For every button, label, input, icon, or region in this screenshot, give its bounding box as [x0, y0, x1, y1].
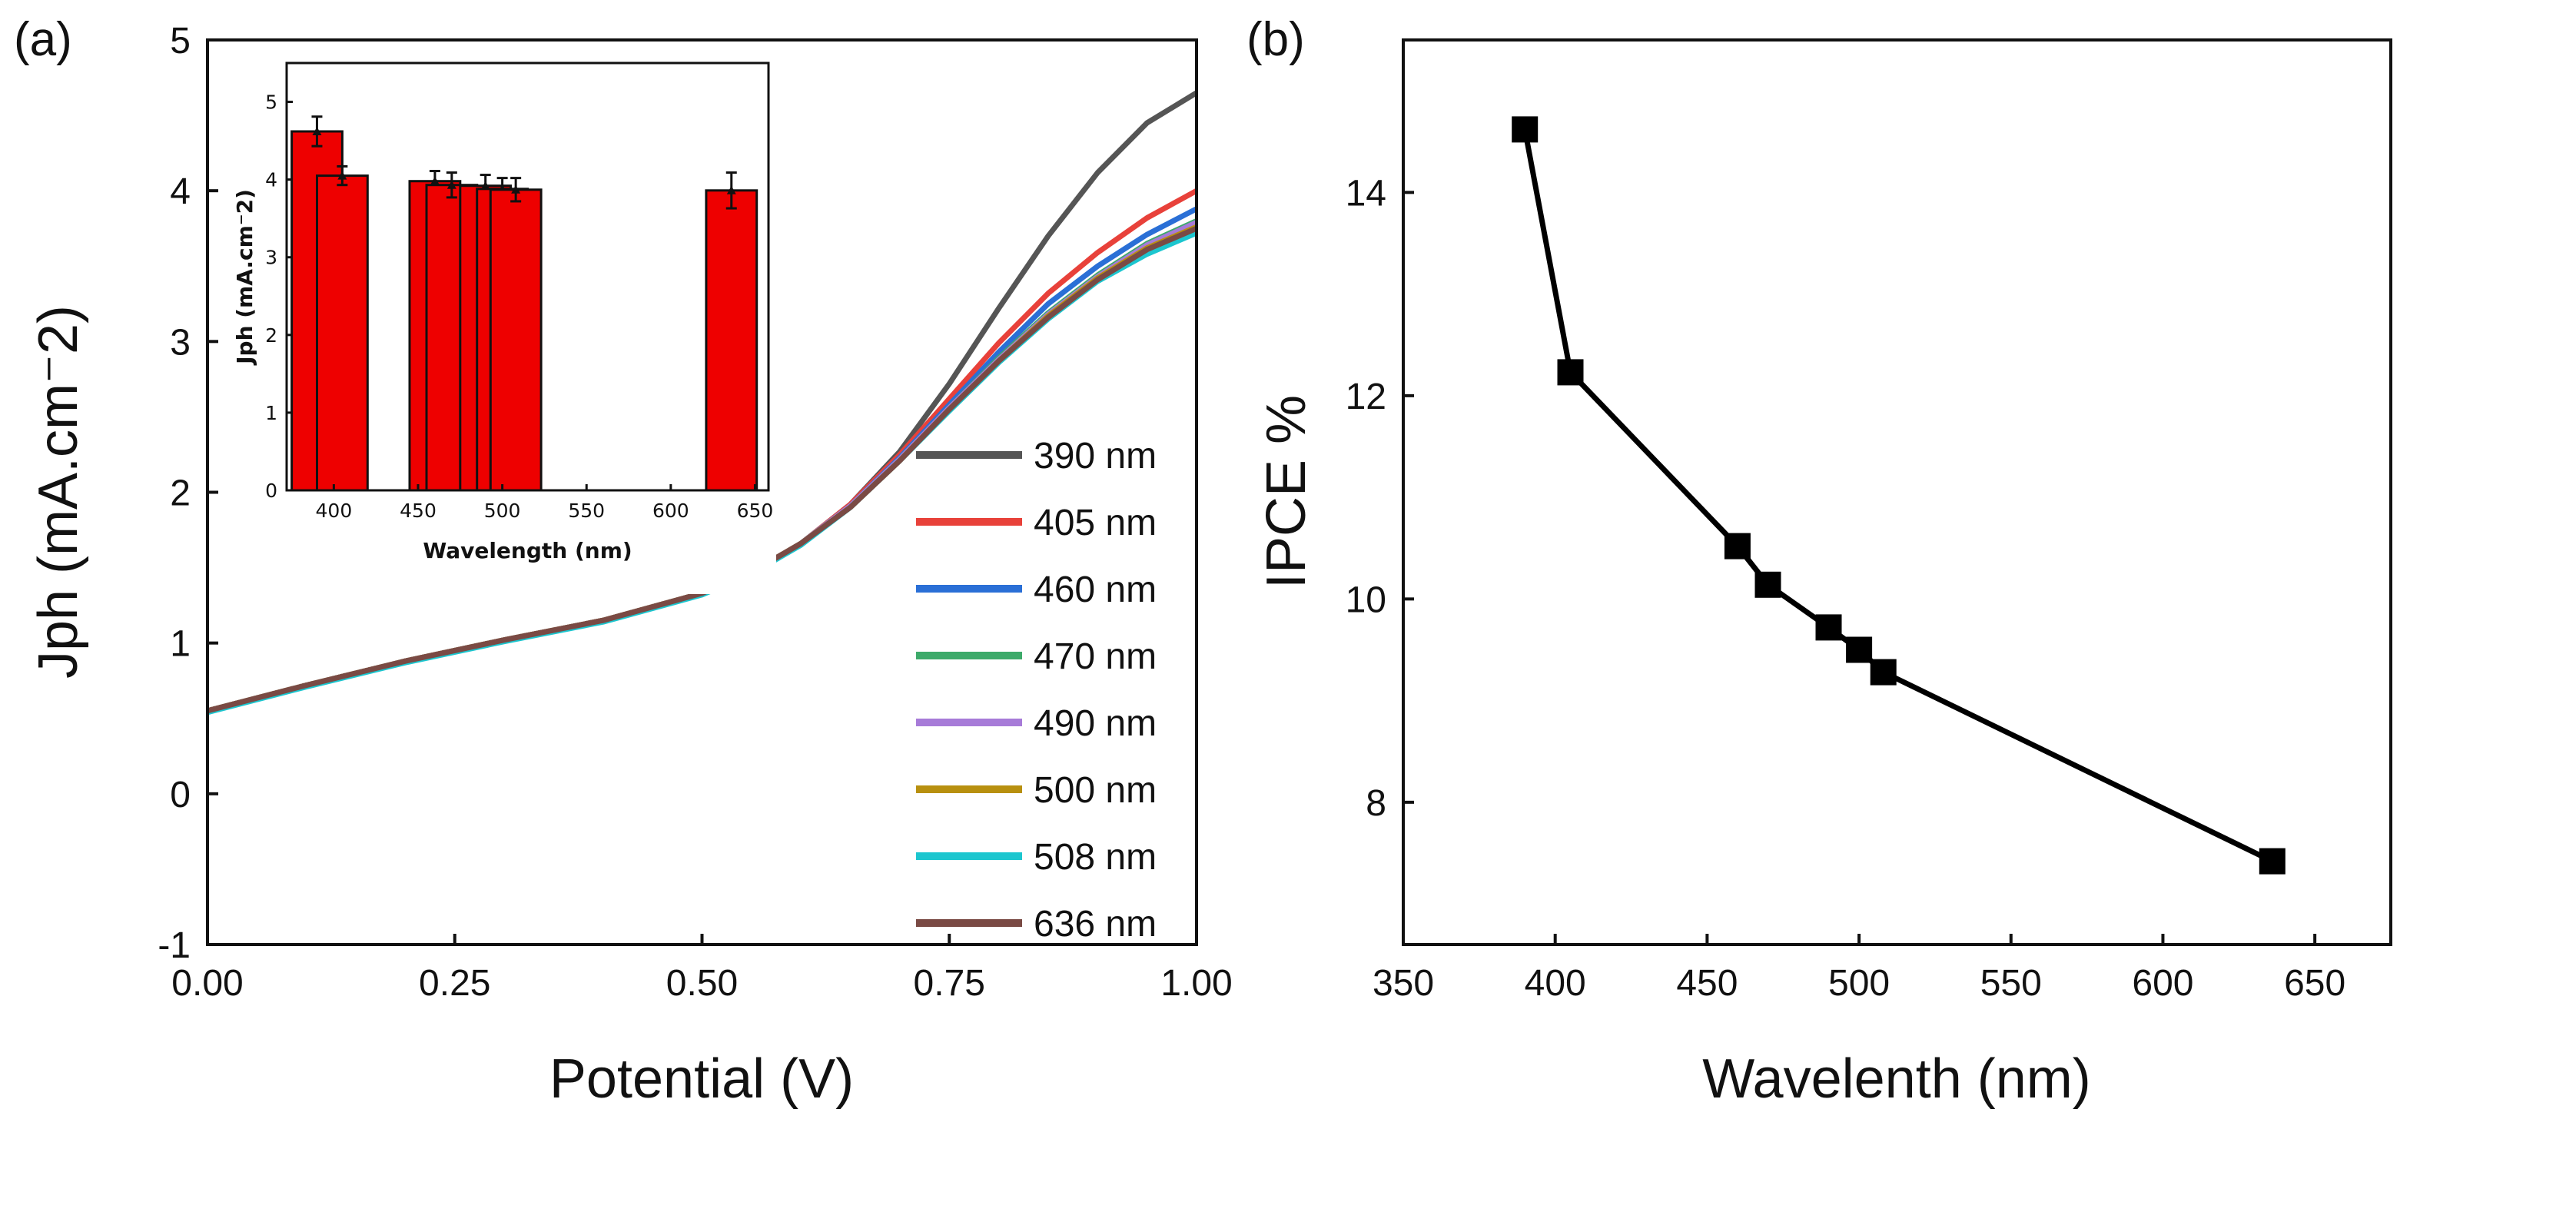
legend-label: 490 nm: [1034, 703, 1157, 744]
legend-label: 390 nm: [1034, 436, 1157, 476]
panel-b-y-axis-title: IPCE %: [1256, 395, 1317, 589]
ipce-marker-508: [1870, 659, 1897, 686]
panel-a-plot-area: [207, 90, 1198, 716]
panel-b-frame: [1402, 38, 2392, 946]
x-tick-label: 0.00: [171, 963, 243, 1004]
panel-b-plot-area: [1512, 116, 2286, 875]
legend-label: 508 nm: [1034, 837, 1157, 878]
legend-label: 636 nm: [1034, 904, 1157, 945]
inset-data-marker: [430, 176, 440, 185]
ipce-marker-470: [1754, 571, 1781, 598]
legend-label: 500 nm: [1034, 770, 1157, 811]
panel-b: (b) 350 400 450 500 550 600 650 8 10 12 14 Wavelen…: [1247, 13, 2392, 1110]
x-tick-label: 1.00: [1160, 963, 1232, 1004]
inset-y-tick-label: 2: [265, 324, 277, 347]
y-tick-label: 0: [170, 775, 191, 815]
inset-x-tick-label: 450: [400, 500, 437, 522]
y-tick-label: 8: [1366, 783, 1386, 824]
y-tick-label: 1: [170, 624, 191, 665]
ipce-marker-500: [1846, 636, 1873, 663]
ipce-marker-390: [1512, 116, 1539, 143]
y-tick-label: 5: [170, 21, 191, 61]
y-tick-label: 3: [170, 322, 191, 363]
panel-a-x-axis-title: Potential (V): [549, 1048, 854, 1110]
x-tick-label: 350: [1373, 963, 1434, 1004]
inset-x-tick-label: 600: [652, 500, 689, 522]
inset-data-marker: [511, 184, 521, 194]
panel-b-x-axis-title: Wavelenth (nm): [1702, 1048, 2090, 1110]
x-tick-label: 0.25: [419, 963, 490, 1004]
inset-bar-636: [705, 189, 759, 492]
inset-frame: [285, 61, 770, 492]
panel-a-label: (a): [14, 13, 72, 66]
inset-data-marker: [312, 126, 322, 135]
inset-y-axis-title: Jph (mA.cm⁻2): [232, 189, 257, 366]
inset-data-marker: [726, 185, 736, 194]
ipce-marker-636: [2259, 848, 2286, 875]
inset-bar-405: [316, 174, 369, 492]
inset-data-marker: [337, 171, 347, 180]
x-tick-label: 650: [2284, 963, 2345, 1004]
x-tick-label: 450: [1676, 963, 1738, 1004]
inset-y-tick-label: 1: [265, 402, 277, 424]
panel-b-axes: 350 400 450 500 550 600 650 8 10 12 14: [1346, 173, 2346, 1004]
inset-x-tick-label: 650: [737, 500, 774, 522]
y-tick-label: 12: [1346, 377, 1386, 417]
x-tick-label: 400: [1525, 963, 1586, 1004]
panel-a-legend: 390 nm 405 nm 460 nm 470 nm 490 nm 500 nm 508 …: [916, 436, 1157, 945]
panel-a-axes: 0.00 0.25 0.50 0.75 1.00 -1 0 1 2 3 4 5: [158, 21, 1232, 1004]
x-tick-label: 0.50: [666, 963, 738, 1004]
x-tick-label: 600: [2132, 963, 2193, 1004]
y-tick-label: 2: [170, 473, 191, 514]
inset-x-tick-label: 550: [568, 500, 605, 522]
inset-y-tick-label: 0: [265, 480, 277, 502]
inset-x-tick-label: 400: [316, 500, 353, 522]
inset-bar-508: [489, 188, 543, 492]
ipce-marker-405: [1557, 359, 1584, 386]
legend-label: 470 nm: [1034, 636, 1157, 677]
ipce-marker-490: [1815, 614, 1842, 641]
x-tick-label: 0.75: [914, 963, 985, 1004]
inset-data-marker: [480, 181, 490, 190]
y-tick-label: 4: [170, 171, 191, 212]
series-line-636-nm: [207, 225, 1198, 714]
ipce-marker-460: [1724, 533, 1751, 560]
panel-b-label: (b): [1247, 13, 1305, 66]
ipce-series-line: [1522, 128, 2274, 864]
legend-label: 460 nm: [1034, 569, 1157, 610]
y-tick-label: 10: [1346, 579, 1386, 620]
y-tick-label: -1: [158, 925, 191, 966]
panel-a-y-axis-title: Jph (mA.cm⁻2): [28, 305, 89, 679]
x-tick-label: 500: [1828, 963, 1890, 1004]
inset-data-marker: [446, 180, 456, 189]
inset-x-axis-title: Wavelength (nm): [423, 538, 632, 563]
inset-y-tick-label: 3: [265, 247, 277, 269]
x-tick-label: 550: [1980, 963, 2042, 1004]
inset-y-tick-label: 4: [265, 169, 277, 191]
y-tick-label: 14: [1346, 173, 1386, 214]
panel-a-inset: 400 450 500 550 600 650 0 1 2 3 4 5 Wavelength (nm) J…: [232, 60, 776, 594]
inset-y-tick-label: 5: [265, 91, 277, 114]
inset-x-tick-label: 500: [484, 500, 521, 522]
legend-label: 405 nm: [1034, 503, 1157, 543]
